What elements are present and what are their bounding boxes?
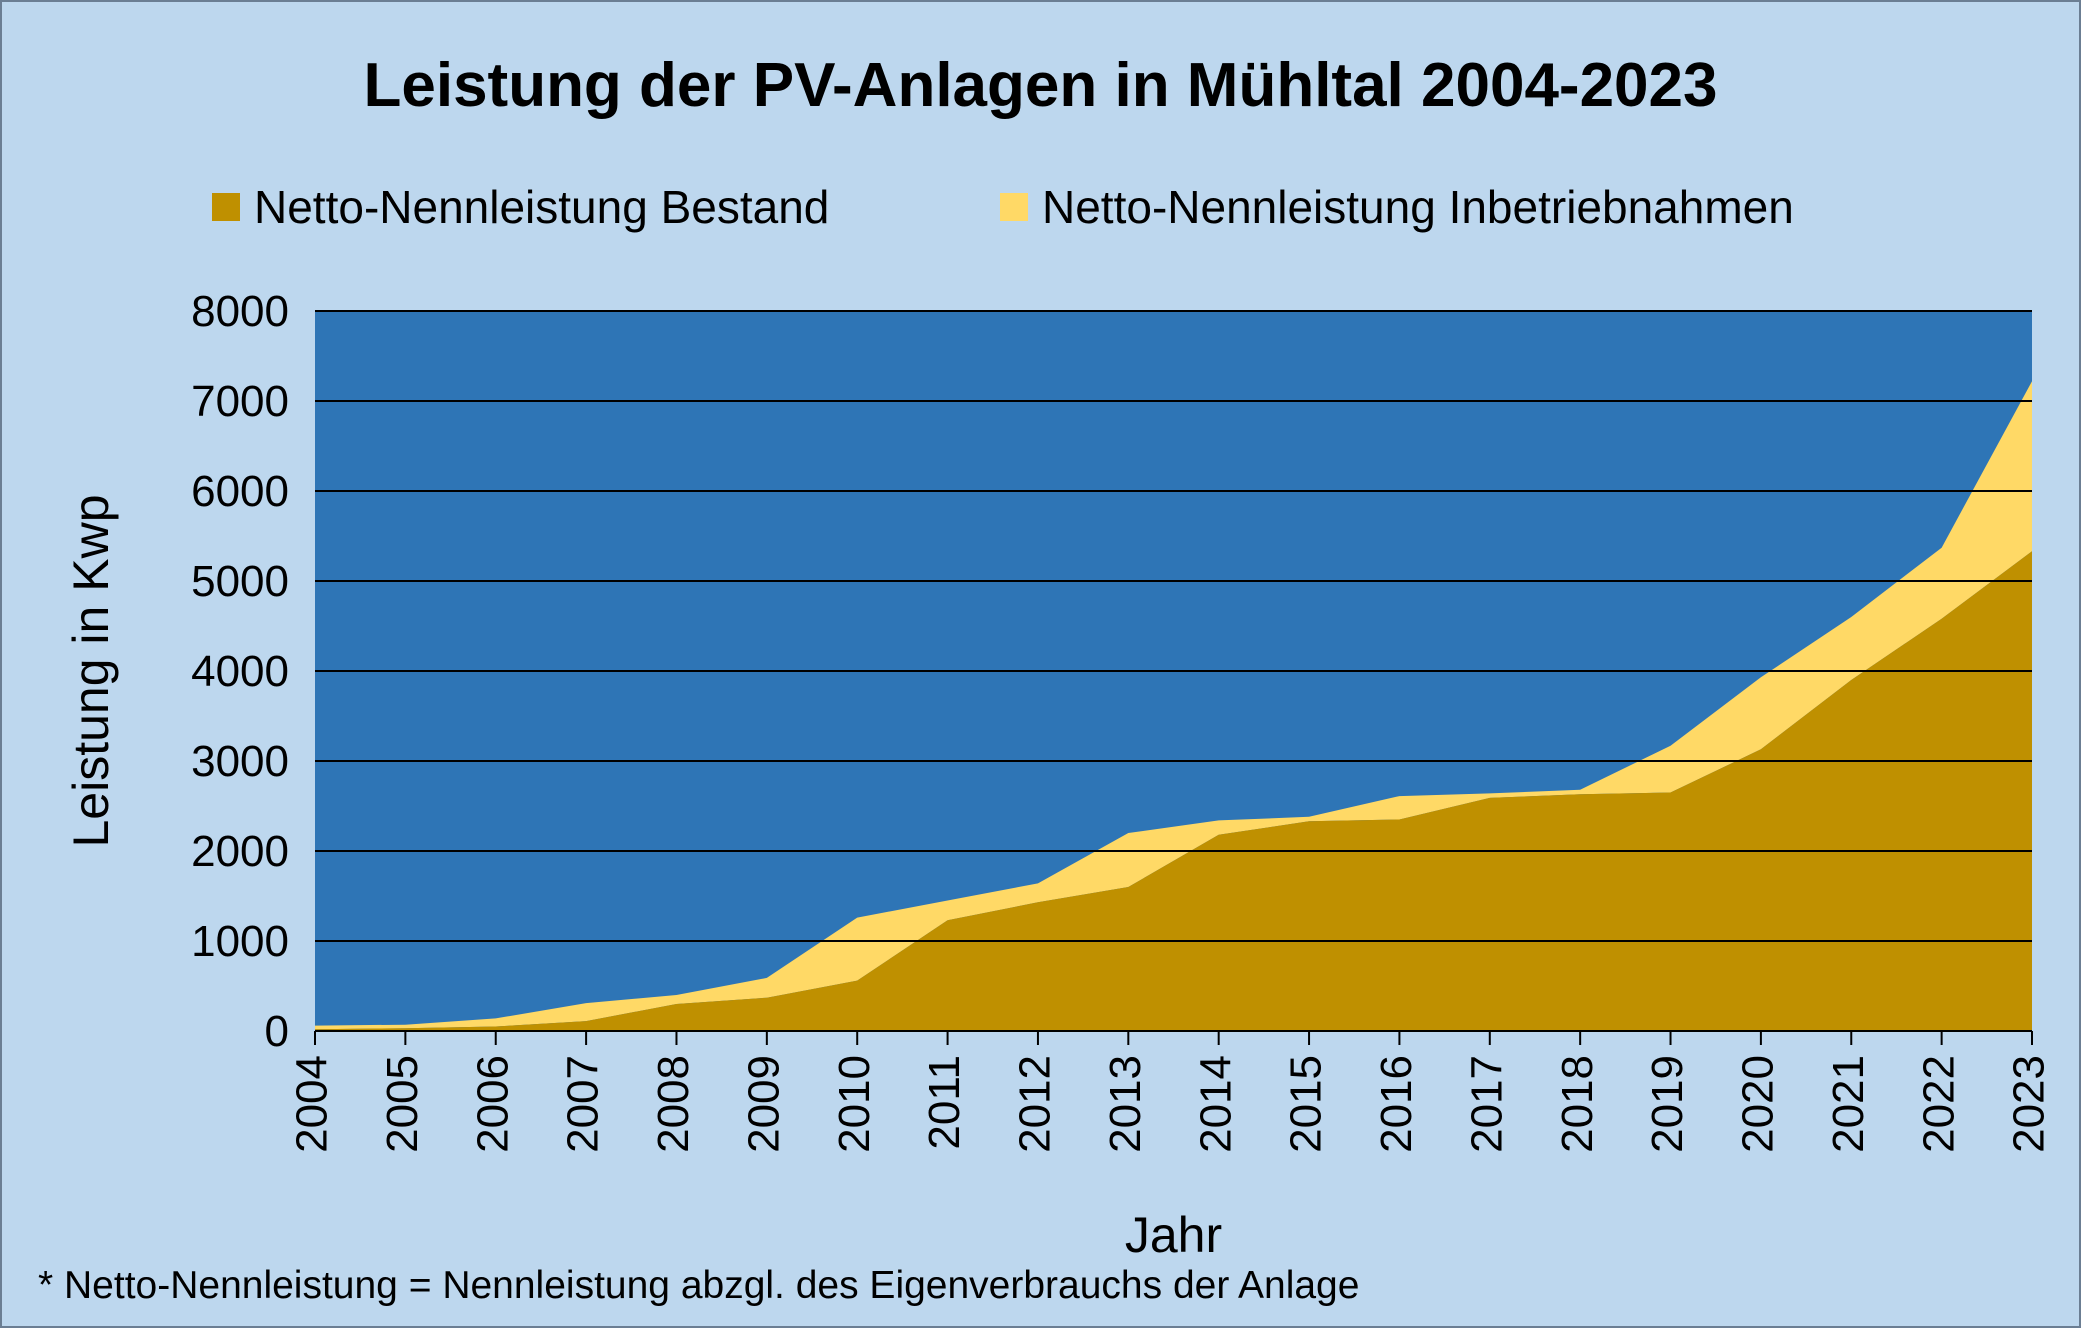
legend-swatch-inbetriebnahmen <box>1000 193 1028 221</box>
x-tick-label: 2009 <box>739 1055 788 1153</box>
x-tick-label: 2011 <box>920 1055 969 1150</box>
x-tick-label: 2020 <box>1734 1055 1783 1153</box>
x-tick-label: 2015 <box>1282 1055 1331 1153</box>
footnote: * Netto-Nennleistung = Nennleistung abzg… <box>38 1264 1360 1307</box>
x-tick-label: 2005 <box>378 1055 427 1153</box>
x-tick-label: 2008 <box>649 1055 698 1153</box>
y-tick-label: 4000 <box>191 647 289 696</box>
x-tick-label: 2023 <box>2005 1055 2054 1153</box>
y-tick-label: 3000 <box>191 737 289 786</box>
y-tick-label: 8000 <box>191 287 289 336</box>
y-tick-label: 5000 <box>191 557 289 606</box>
y-tick-label: 6000 <box>191 467 289 516</box>
x-tick-label: 2014 <box>1191 1055 1240 1153</box>
legend-item-inbetriebnahmen: Netto-Nennleistung Inbetriebnahmen <box>1000 180 1794 234</box>
chart-title: Leistung der PV-Anlagen in Mühltal 2004-… <box>363 51 1718 120</box>
x-axis-title: Jahr <box>1125 1207 1222 1263</box>
x-tick-label: 2007 <box>559 1055 608 1153</box>
legend-label-bestand: Netto-Nennleistung Bestand <box>254 181 830 233</box>
x-tick-label: 2016 <box>1372 1055 1421 1153</box>
x-tick-label: 2022 <box>1914 1055 1963 1153</box>
x-tick-label: 2017 <box>1462 1055 1511 1153</box>
x-tick-label: 2013 <box>1101 1055 1150 1153</box>
y-axis-title: Leistung in Kwp <box>63 494 119 847</box>
series-area-bestand <box>315 551 2032 1031</box>
y-tick-label: 2000 <box>191 827 289 876</box>
x-tick-label: 2006 <box>468 1055 517 1153</box>
x-tick-label: 2021 <box>1824 1055 1873 1153</box>
y-tick-label: 7000 <box>191 377 289 426</box>
y-tick-label: 0 <box>265 1007 289 1056</box>
y-tick-label: 1000 <box>191 917 289 966</box>
x-tick-label: 2010 <box>830 1055 879 1153</box>
legend-swatch-bestand <box>212 193 240 221</box>
x-tick-label: 2012 <box>1011 1055 1060 1153</box>
legend-item-bestand: Netto-Nennleistung Bestand <box>212 180 829 234</box>
legend-label-inbetriebnahmen: Netto-Nennleistung Inbetriebnahmen <box>1042 181 1794 233</box>
x-tick-label: 2004 <box>288 1055 337 1153</box>
x-tick-label: 2019 <box>1643 1055 1692 1153</box>
x-tick-label: 2018 <box>1553 1055 1602 1153</box>
